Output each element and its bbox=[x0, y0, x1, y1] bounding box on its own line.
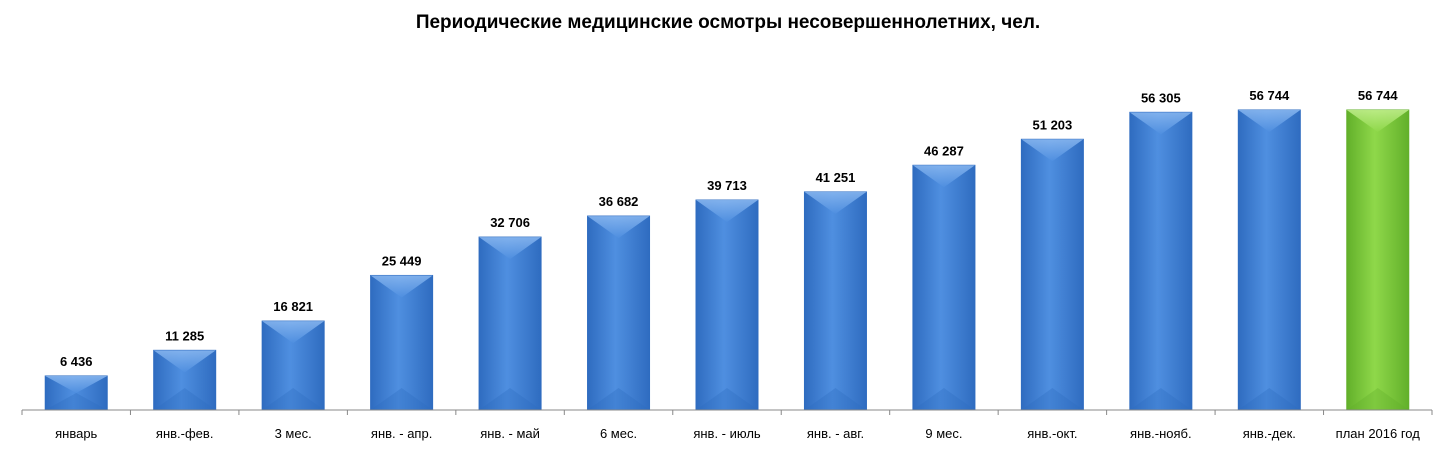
bar-bevel-bottom bbox=[912, 388, 975, 410]
value-label: 6 436 bbox=[60, 354, 93, 369]
category-label: 6 мес. bbox=[600, 426, 637, 441]
bar-bevel-bottom bbox=[1021, 388, 1084, 410]
bar-bevel-bottom bbox=[45, 392, 108, 410]
bar bbox=[1129, 111, 1193, 411]
bar-body bbox=[587, 215, 651, 411]
value-label: 56 305 bbox=[1141, 90, 1181, 105]
bar-bevel-bottom bbox=[370, 388, 433, 410]
bar bbox=[695, 199, 759, 411]
category-label: 3 мес. bbox=[275, 426, 312, 441]
bar-bevel-top bbox=[479, 237, 542, 260]
bar-bevel-bottom bbox=[1238, 388, 1301, 410]
bar bbox=[44, 375, 108, 411]
bar bbox=[153, 349, 217, 411]
bars-group bbox=[44, 109, 1410, 411]
category-label: янв.-фев. bbox=[156, 426, 214, 441]
bar-bevel-bottom bbox=[262, 388, 325, 410]
bar-body bbox=[1346, 109, 1410, 411]
value-label: 25 449 bbox=[382, 253, 422, 268]
bar-bevel-top bbox=[912, 165, 975, 188]
bar-bevel-bottom bbox=[153, 388, 216, 410]
category-label: янв. - апр. bbox=[371, 426, 432, 441]
bar-bevel-top bbox=[1021, 139, 1084, 162]
category-label: янв.-дек. bbox=[1243, 426, 1296, 441]
bar-bevel-top bbox=[262, 321, 325, 344]
bar-body bbox=[803, 191, 867, 411]
value-label: 16 821 bbox=[273, 299, 313, 314]
bar-body bbox=[478, 236, 542, 411]
bar-body bbox=[1237, 109, 1301, 411]
value-label: 46 287 bbox=[924, 143, 964, 158]
bar bbox=[261, 320, 325, 411]
category-label: план 2016 год bbox=[1336, 426, 1421, 441]
x-axis bbox=[21, 409, 1433, 415]
bar-bevel-top bbox=[1238, 110, 1301, 132]
value-label: 56 744 bbox=[1358, 88, 1399, 103]
bar-bevel-top bbox=[1129, 112, 1192, 135]
bar bbox=[1020, 138, 1084, 411]
bar-bevel-bottom bbox=[1129, 388, 1192, 410]
value-label: 56 744 bbox=[1249, 88, 1290, 103]
bar bbox=[912, 164, 976, 411]
bar-body bbox=[1129, 111, 1193, 411]
category-label: янв.-окт. bbox=[1027, 426, 1077, 441]
value-label: 41 251 bbox=[816, 170, 856, 185]
category-label: янв.-нояб. bbox=[1130, 426, 1192, 441]
bar-bevel-bottom bbox=[696, 388, 758, 410]
bar-bevel-top bbox=[1346, 110, 1409, 132]
category-label: янв. - июль bbox=[693, 426, 761, 441]
bar bbox=[370, 274, 434, 411]
bar-bevel-bottom bbox=[804, 388, 867, 410]
bar-bevel-bottom bbox=[479, 388, 542, 410]
category-labels-group: январь янв.-фев. 3 мес. янв. - апр. янв. - м… bbox=[55, 426, 1420, 441]
bar bbox=[478, 236, 542, 411]
plan-bar bbox=[1346, 109, 1410, 411]
bar bbox=[803, 191, 867, 411]
bar-body bbox=[1020, 138, 1084, 411]
bar-bevel-top bbox=[370, 275, 433, 298]
bar-body bbox=[912, 164, 976, 411]
bar bbox=[1237, 109, 1301, 411]
bar-bevel-top bbox=[696, 200, 758, 223]
category-label: январь bbox=[55, 426, 97, 441]
value-label: 51 203 bbox=[1033, 117, 1073, 132]
category-label: янв. - май bbox=[480, 426, 540, 441]
chart-title: Периодические медицинские осмотры несове… bbox=[415, 12, 1041, 33]
value-label: 32 706 bbox=[490, 215, 530, 230]
category-label: янв. - авг. bbox=[807, 426, 864, 441]
bar-body bbox=[695, 199, 759, 411]
bar-bevel-top bbox=[804, 191, 867, 214]
bar-bevel-bottom bbox=[587, 388, 650, 410]
value-label: 39 713 bbox=[707, 178, 747, 193]
value-label: 36 682 bbox=[599, 194, 639, 209]
category-label: 9 мес. bbox=[925, 426, 962, 441]
bar-bevel-top bbox=[45, 375, 108, 393]
bar-bevel-top bbox=[153, 350, 216, 373]
bar-bevel-top bbox=[587, 216, 650, 239]
bar bbox=[587, 215, 651, 411]
bar-bevel-bottom bbox=[1346, 388, 1409, 410]
value-labels-group: 6 436 11 285 16 821 25 449 32 706 36 682 39 71… bbox=[60, 88, 1398, 369]
value-label: 11 285 bbox=[165, 328, 204, 343]
